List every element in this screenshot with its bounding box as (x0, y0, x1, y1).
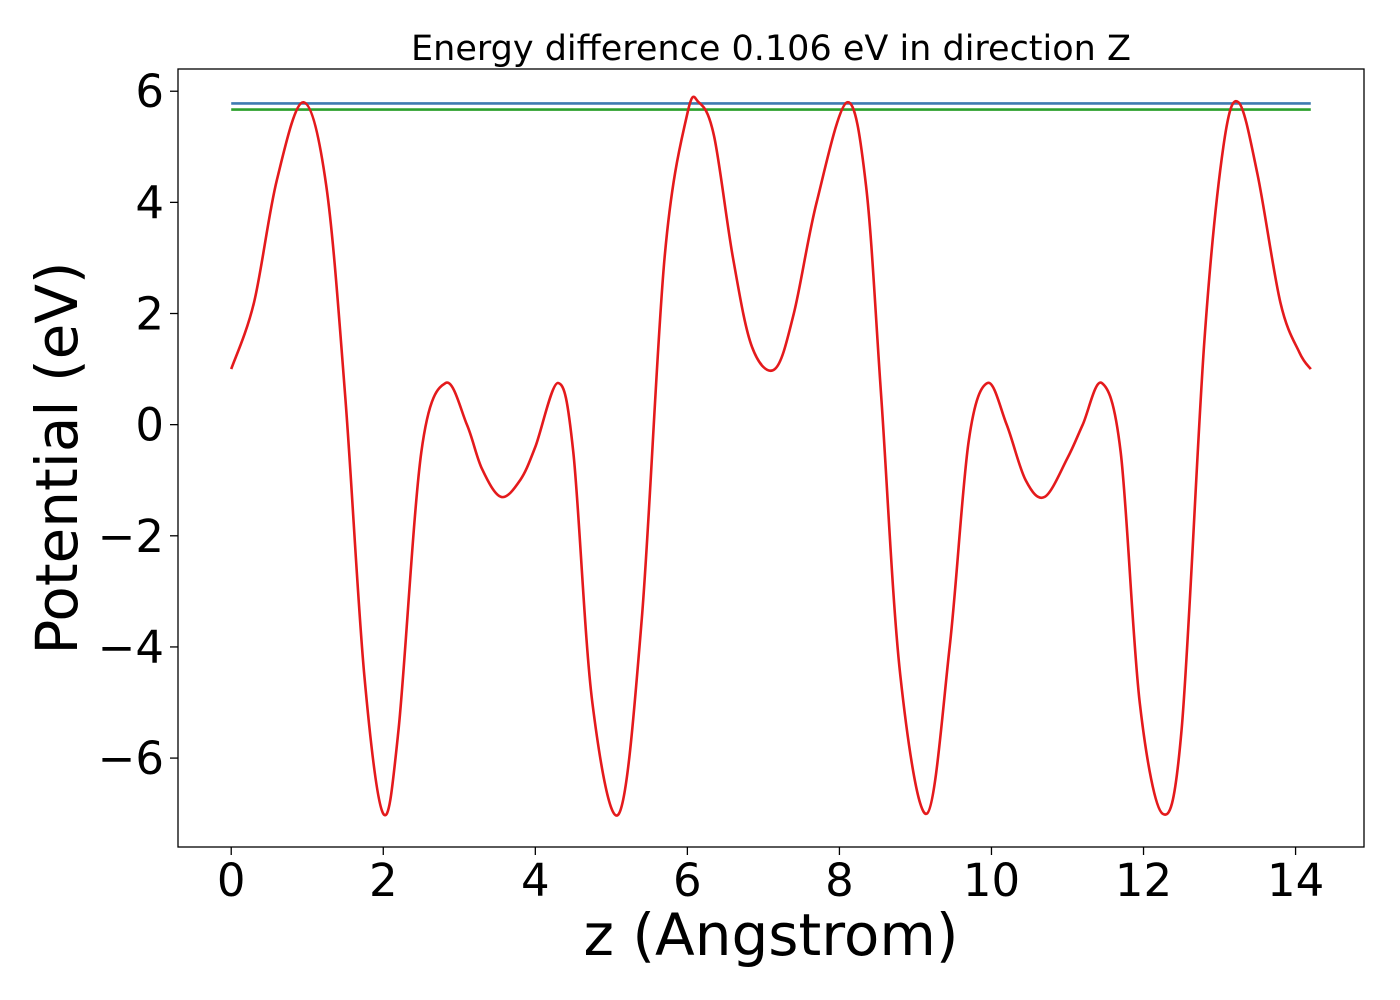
x-tick-label: 8 (825, 854, 854, 907)
y-tick-label: 2 (135, 288, 164, 341)
x-axis-ticks: 0 2 4 6 8 10 12 14 (217, 847, 1324, 907)
y-axis-ticks: −6 −4 −2 0 2 4 6 (98, 65, 178, 785)
x-tick-label: 10 (963, 854, 1020, 907)
x-tick-label: 14 (1267, 854, 1324, 907)
x-tick-label: 12 (1115, 854, 1172, 907)
x-tick-label: 2 (369, 854, 398, 907)
chart-title: Energy difference 0.106 eV in direction … (411, 29, 1131, 69)
y-tick-label: −2 (98, 510, 164, 563)
x-tick-label: 6 (673, 854, 702, 907)
x-tick-label: 4 (521, 854, 550, 907)
y-tick-label: −6 (98, 732, 164, 785)
potential-curve (229, 95, 1312, 817)
plot-frame (177, 68, 1365, 848)
y-tick-label: −4 (98, 621, 164, 674)
y-axis-label: Potential (eV) (23, 261, 91, 654)
y-tick-label: 6 (135, 65, 164, 118)
x-tick-label: 0 (217, 854, 246, 907)
series-group (229, 95, 1312, 817)
y-tick-label: 0 (135, 399, 164, 452)
x-axis-label: z (Angstrom) (584, 901, 959, 969)
y-tick-label: 4 (135, 176, 164, 229)
